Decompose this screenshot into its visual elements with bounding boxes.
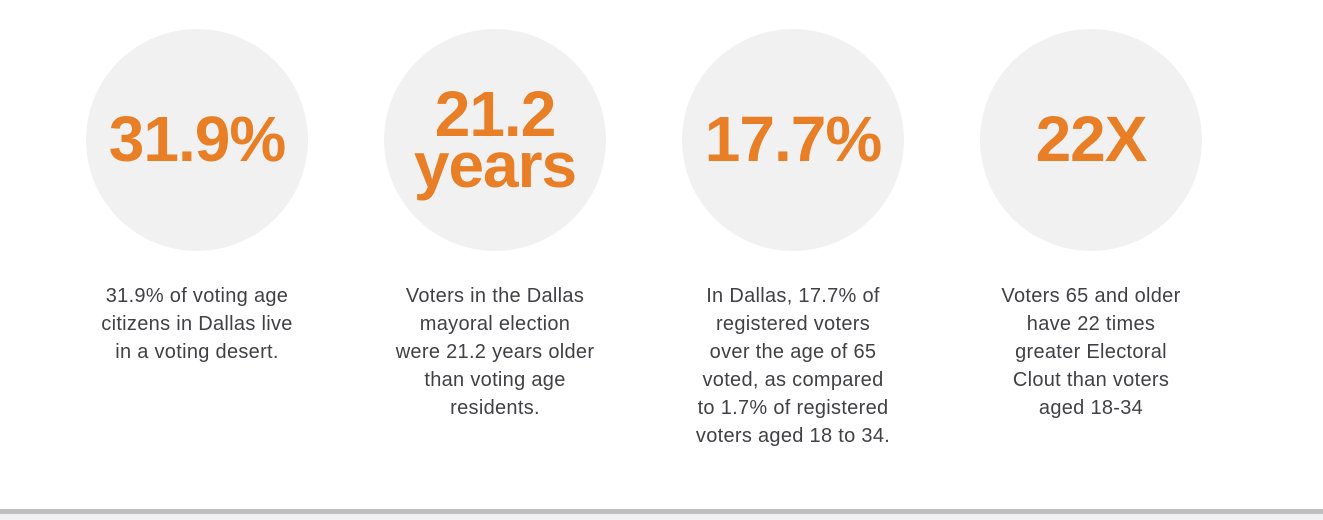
stat-circle: 31.9%	[86, 29, 308, 251]
stat-circle: 21.2 years	[384, 29, 606, 251]
stat-value: 21.2 years	[413, 77, 577, 201]
bottom-divider	[0, 509, 1323, 514]
stat-description: Voters in the Dallas mayoral election we…	[395, 285, 595, 419]
stat-card-electoral-clout: 22X Voters 65 and older have 22 times gr…	[942, 0, 1240, 450]
stat-card-voter-turnout: 17.7% In Dallas, 17.7% of registered vot…	[644, 0, 942, 450]
bottom-strip	[0, 514, 1323, 520]
stat-description: Voters 65 and older have 22 times greate…	[1001, 285, 1181, 419]
stat-description: 31.9% of voting age citizens in Dallas l…	[101, 285, 293, 363]
stat-description: In Dallas, 17.7% of registered voters ov…	[695, 285, 891, 447]
stat-value: 31.9%	[108, 103, 286, 176]
stat-value: 22X	[1035, 103, 1148, 176]
stat-card-voting-desert: 31.9% 31.9% of voting age citizens in Da…	[48, 0, 346, 450]
stats-row: 31.9% 31.9% of voting age citizens in Da…	[48, 0, 1240, 450]
stat-circle: 22X	[980, 29, 1202, 251]
stat-card-years-older: 21.2 years Voters in the Dallas mayoral …	[346, 0, 644, 450]
stat-value: 17.7%	[704, 103, 882, 176]
stat-circle: 17.7%	[682, 29, 904, 251]
